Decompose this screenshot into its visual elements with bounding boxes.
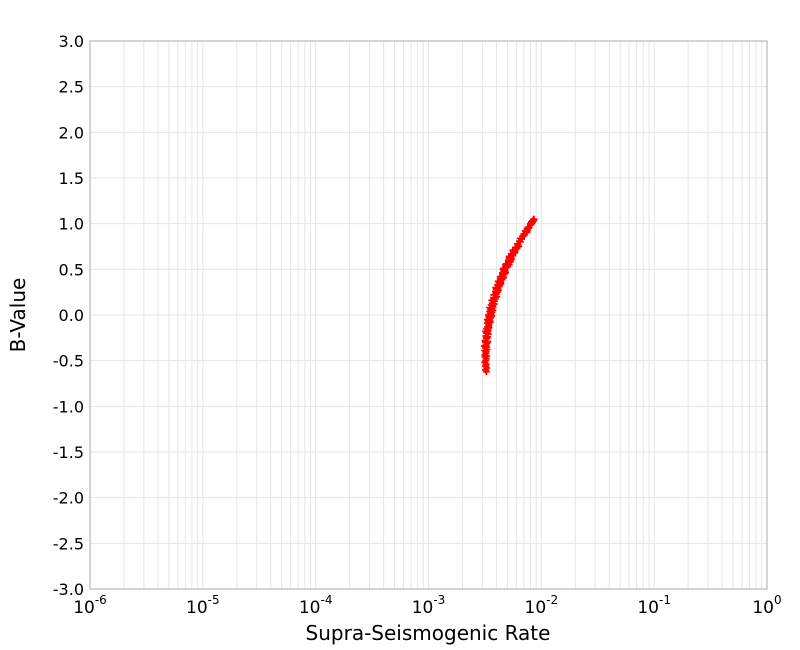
x-tick-label: 10-4 bbox=[299, 593, 333, 618]
y-tick-label: -3.0 bbox=[53, 580, 84, 599]
x-tick-label: 100 bbox=[752, 593, 781, 618]
plot-border bbox=[89, 40, 768, 590]
x-tick-label: 10-5 bbox=[186, 593, 220, 618]
gridlines bbox=[89, 40, 768, 590]
y-tick-label: -0.5 bbox=[53, 352, 84, 371]
y-tick-label: 1.5 bbox=[59, 169, 84, 188]
y-tick-label: 3.0 bbox=[59, 32, 84, 51]
data-points bbox=[480, 215, 538, 376]
x-tick-label: 10-3 bbox=[412, 593, 446, 618]
y-tick-label: -2.5 bbox=[53, 534, 84, 553]
data-points-path bbox=[480, 215, 538, 376]
y-tick-label: 0.0 bbox=[59, 306, 84, 325]
y-tick-label: 2.5 bbox=[59, 78, 84, 97]
y-axis-title: B-Value bbox=[6, 278, 30, 353]
x-axis-title: Supra-Seismogenic Rate bbox=[306, 621, 551, 645]
x-tick-labels: 10-6 10-5 10-4 10-3 10-2 10-1 100 bbox=[73, 593, 781, 618]
y-tick-label: 2.0 bbox=[59, 123, 84, 142]
y-tick-labels: 3.0 2.5 2.0 1.5 1.0 0.5 0.0 -0.5 -1.0 -1.5 -2.0 -2.… bbox=[53, 32, 84, 599]
x-tick-label: 10-2 bbox=[525, 593, 559, 618]
y-tick-label: -1.5 bbox=[53, 443, 84, 462]
y-tick-label: 1.0 bbox=[59, 215, 84, 234]
y-tick-label: -1.0 bbox=[53, 397, 84, 416]
x-tick-label: 10-1 bbox=[637, 593, 671, 618]
y-tick-label: 0.5 bbox=[59, 260, 84, 279]
y-tick-label: -2.0 bbox=[53, 489, 84, 508]
